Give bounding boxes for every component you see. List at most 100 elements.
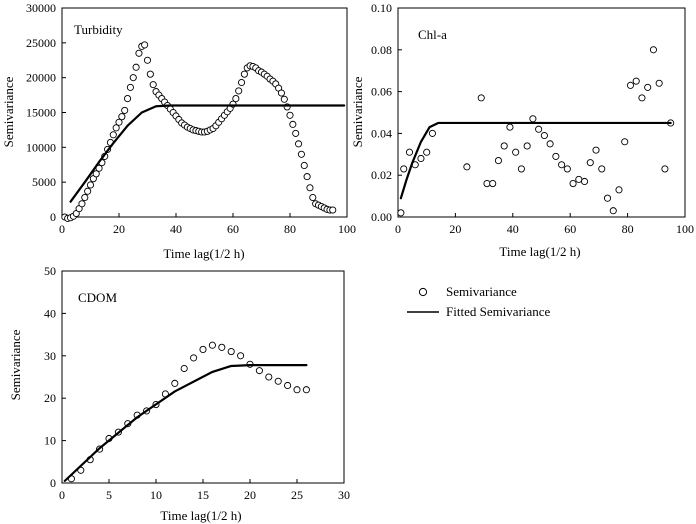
data-point: [232, 95, 240, 103]
data-point: [292, 129, 300, 137]
legend: Semivariance Fitted Semivariance: [407, 284, 551, 319]
data-point: [303, 173, 311, 181]
data-point: [146, 70, 154, 78]
x-tick-label: 40: [170, 222, 182, 236]
data-point: [171, 379, 179, 387]
data-point: [417, 154, 425, 163]
data-point: [286, 111, 294, 119]
x-tick-label: 0: [395, 222, 401, 236]
y-tick-label: 20: [44, 391, 56, 405]
y-tick-label: 15000: [26, 106, 56, 120]
data-point: [500, 142, 508, 150]
data-point: [603, 194, 612, 202]
data-point: [552, 152, 560, 160]
data-point: [302, 386, 310, 394]
data-point: [92, 170, 100, 178]
data-point: [644, 83, 652, 91]
plot-frame: [397, 7, 686, 218]
y-tick-label: 0.02: [371, 168, 392, 182]
axis-ticks: 0 20 40 60 80 100 0 5000 10000 15000 20000 25000 300…: [26, 1, 356, 236]
data-point: [149, 81, 157, 89]
chart-cdom: CDOM Time lag(1/2 h) Semivariance 0 5 10 15…: [8, 264, 350, 523]
x-tick-label: 15: [197, 488, 209, 502]
data-point: [558, 161, 566, 169]
data-point: [81, 193, 89, 202]
legend-item-fitted-semivariance: Fitted Semivariance: [446, 304, 551, 319]
y-tick-label: 30: [44, 349, 56, 363]
data-point: [535, 125, 543, 133]
data-point: [208, 341, 216, 349]
data-point: [109, 131, 117, 139]
x-tick-label: 60: [564, 222, 576, 236]
y-tick-label: 40: [44, 306, 56, 320]
fitted-semivariance-line: [69, 104, 346, 203]
data-point: [546, 140, 554, 148]
data-point: [118, 113, 126, 121]
data-point: [428, 129, 436, 137]
x-tick-label: 20: [113, 222, 125, 236]
data-point: [78, 200, 86, 208]
data-point: [598, 165, 606, 173]
data-point: [237, 78, 246, 87]
plot-frame: [61, 7, 348, 218]
data-point: [141, 41, 149, 49]
data-point: [129, 74, 137, 82]
data-marks: [61, 41, 346, 222]
data-point: [124, 95, 132, 103]
y-tick-label: 0.04: [371, 126, 392, 140]
data-point: [506, 123, 514, 131]
chart-turbidity: Turbidity Time lag(1/2 h) Semivariance 0…: [1, 1, 356, 261]
x-tick-label: 80: [284, 222, 296, 236]
data-point: [235, 87, 243, 95]
data-point: [218, 343, 226, 351]
y-tick-label: 0.00: [371, 210, 392, 224]
data-point: [632, 77, 640, 85]
data-point: [126, 83, 134, 91]
x-tick-label: 5: [106, 488, 112, 502]
y-tick-label: 10: [44, 434, 56, 448]
y-tick-label: 50: [44, 264, 56, 278]
data-point: [306, 184, 314, 192]
y-tick-label: 0: [50, 210, 56, 224]
data-point: [615, 186, 623, 194]
data-point: [190, 354, 198, 362]
x-tick-label: 0: [59, 222, 65, 236]
data-point: [274, 377, 282, 385]
data-point: [581, 177, 589, 186]
x-tick-label: 100: [676, 222, 694, 236]
y-axis-label: Semivariance: [350, 76, 365, 147]
data-point: [280, 95, 288, 103]
data-point: [540, 131, 548, 140]
x-tick-label: 25: [291, 488, 303, 502]
data-point: [523, 142, 531, 150]
data-point: [143, 56, 152, 64]
y-tick-label: 5000: [32, 175, 56, 189]
data-point: [609, 207, 617, 215]
x-tick-label: 60: [227, 222, 239, 236]
data-point: [84, 187, 92, 195]
data-point: [569, 180, 577, 188]
data-point: [86, 181, 95, 189]
y-tick-label: 25000: [26, 36, 56, 50]
data-point: [227, 348, 235, 356]
y-tick-label: 0.10: [371, 1, 392, 15]
legend-item-semivariance: Semivariance: [446, 284, 517, 299]
y-axis-label: Semivariance: [1, 76, 16, 147]
fitted-semivariance-line: [399, 121, 672, 200]
y-tick-label: 0.08: [371, 43, 392, 57]
x-axis-label: Time lag(1/2 h): [163, 246, 244, 261]
legend-circle-marker: [418, 287, 428, 297]
data-point: [517, 165, 525, 173]
data-point: [297, 150, 305, 158]
x-axis-label: Time lag(1/2 h): [499, 244, 580, 259]
data-point: [180, 364, 188, 373]
data-point: [463, 163, 471, 171]
y-tick-label: 10000: [26, 140, 56, 154]
data-point: [638, 94, 646, 102]
data-point: [284, 381, 292, 390]
data-point: [563, 165, 571, 173]
data-point: [397, 209, 405, 217]
data-point: [575, 175, 583, 183]
data-point: [132, 63, 140, 71]
x-tick-label: 0: [59, 488, 65, 502]
